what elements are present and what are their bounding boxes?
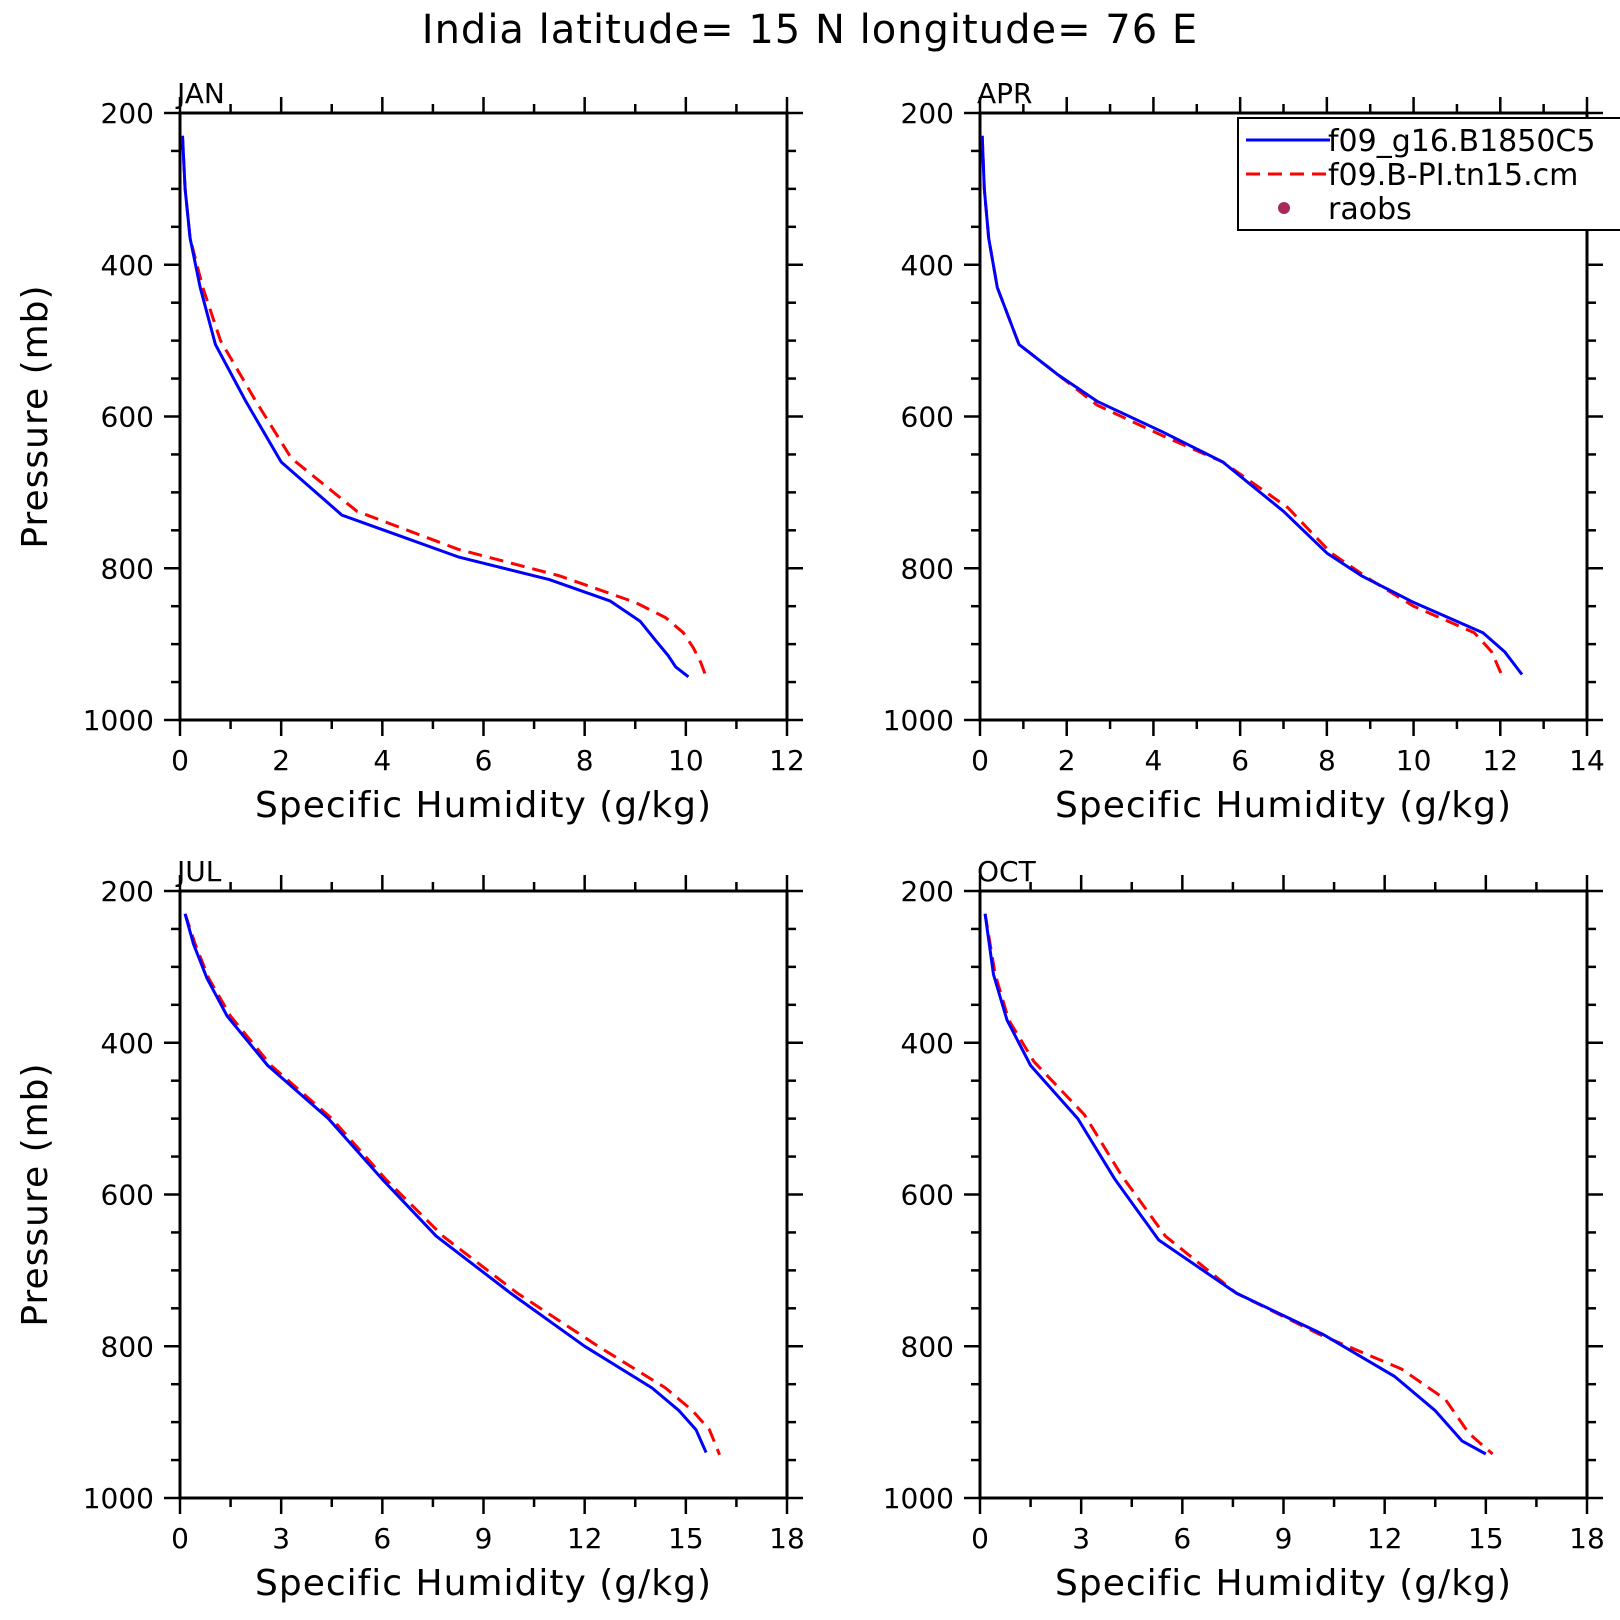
series-line-red-dashed <box>183 913 721 1456</box>
y-tick-label: 800 <box>901 552 954 585</box>
series-line-blue <box>980 135 1524 676</box>
panel-oct: 0 3 6 9 12 15 18 200 400 600 800 1000 OCT Specific Hu… <box>883 855 1605 1604</box>
legend-label: raobs <box>1328 192 1412 227</box>
x-tick-label: 18 <box>1569 1522 1605 1555</box>
y-tick-label: 1000 <box>883 704 954 737</box>
x-tick-label: 0 <box>971 744 989 777</box>
y-tick-label: 1000 <box>83 704 154 737</box>
y-tick-label: 800 <box>901 1330 954 1363</box>
x-tick-label: 3 <box>1072 1522 1090 1555</box>
y-tick-label: 400 <box>101 249 154 282</box>
panel-jan: 0 2 4 6 8 10 12 200 400 600 800 1000 JAN Specific Hum… <box>15 77 805 826</box>
x-tick-label: 12 <box>1482 744 1518 777</box>
x-tick-label: 0 <box>171 1522 189 1555</box>
y-tick-label: 800 <box>101 1330 154 1363</box>
x-tick-label: 9 <box>1275 1522 1293 1555</box>
x-tick-label: 0 <box>171 744 189 777</box>
y-tick-label: 600 <box>101 401 154 434</box>
x-tick-label: 8 <box>1318 744 1336 777</box>
x-tick-label: 14 <box>1569 744 1605 777</box>
plot-frame <box>178 889 789 1500</box>
plot-frame <box>978 889 1589 1500</box>
y-tick-label: 400 <box>901 1027 954 1060</box>
y-tick-label: 1000 <box>83 1482 154 1515</box>
panel-label: APR <box>977 77 1033 110</box>
y-tick-label: 200 <box>901 97 954 130</box>
y-axis-label: Pressure (mb) <box>15 1062 56 1326</box>
y-tick-label: 400 <box>101 1027 154 1060</box>
y-tick-label: 800 <box>101 552 154 585</box>
panel-label: JAN <box>175 77 225 110</box>
x-tick-label: 6 <box>1231 744 1249 777</box>
x-tick-label: 4 <box>373 744 391 777</box>
panel-apr: 0 2 4 6 8 10 12 14 200 400 600 800 1000 APR Specific H… <box>883 77 1605 826</box>
panel-label: JUL <box>175 855 222 888</box>
x-tick-label: 3 <box>272 1522 290 1555</box>
x-tick-label: 4 <box>1145 744 1163 777</box>
x-tick-label: 15 <box>668 1522 704 1555</box>
y-tick-label: 600 <box>901 401 954 434</box>
x-tick-label: 6 <box>475 744 493 777</box>
y-tick-label: 200 <box>101 97 154 130</box>
x-tick-label: 8 <box>576 744 594 777</box>
series-line-blue <box>983 913 1487 1456</box>
x-tick-label: 10 <box>668 744 704 777</box>
y-tick-label: 200 <box>901 875 954 908</box>
legend-marker <box>1278 202 1290 214</box>
x-tick-label: 12 <box>769 744 805 777</box>
series-line-blue <box>181 135 690 678</box>
series-line-red-dashed <box>181 135 708 678</box>
x-tick-label: 2 <box>1058 744 1076 777</box>
plot-frame <box>178 111 789 722</box>
x-tick-label: 12 <box>567 1522 603 1555</box>
y-tick-label: 600 <box>901 1179 954 1212</box>
legend-label: f09_g16.B1850C5 <box>1328 124 1595 159</box>
series-line-blue <box>183 913 708 1454</box>
x-tick-label: 12 <box>1367 1522 1403 1555</box>
y-tick-label: 600 <box>101 1179 154 1212</box>
x-tick-label: 6 <box>1173 1522 1191 1555</box>
x-axis-label: Specific Humidity (g/kg) <box>255 785 712 826</box>
y-tick-label: 200 <box>101 875 154 908</box>
y-axis-label: Pressure (mb) <box>15 284 56 548</box>
y-tick-label: 1000 <box>883 1482 954 1515</box>
x-tick-label: 0 <box>971 1522 989 1555</box>
x-tick-label: 15 <box>1468 1522 1504 1555</box>
x-axis-label: Specific Humidity (g/kg) <box>1055 1563 1512 1604</box>
x-tick-label: 10 <box>1396 744 1432 777</box>
x-axis-label: Specific Humidity (g/kg) <box>255 1563 712 1604</box>
y-tick-label: 400 <box>901 249 954 282</box>
x-tick-label: 9 <box>475 1522 493 1555</box>
series-line-red-dashed <box>983 913 1494 1456</box>
x-tick-label: 18 <box>769 1522 805 1555</box>
x-axis-label: Specific Humidity (g/kg) <box>1055 785 1512 826</box>
panel-label: OCT <box>977 855 1037 888</box>
panel-jul: 0 3 6 9 12 15 18 200 400 600 800 1000 JUL Specific Hu… <box>15 855 805 1604</box>
x-tick-label: 2 <box>272 744 290 777</box>
legend-label: f09.B-PI.tn15.cm <box>1328 158 1578 193</box>
x-tick-label: 6 <box>373 1522 391 1555</box>
figure-title: India latitude= 15 N longitude= 76 E <box>422 7 1198 53</box>
